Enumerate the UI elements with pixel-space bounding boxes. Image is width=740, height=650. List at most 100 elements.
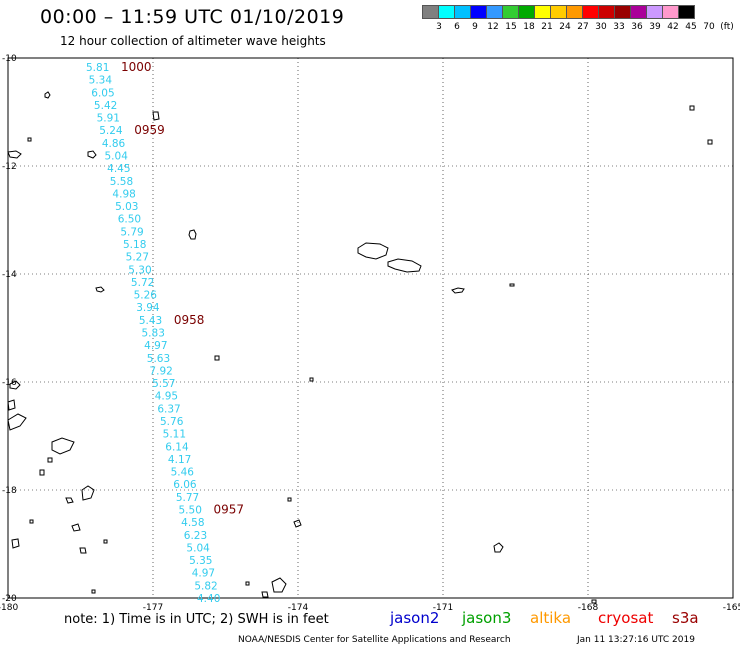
island-futuna-1 (95, 286, 105, 293)
wave-height-value: 4.95 (155, 391, 178, 403)
island-fiji-9 (71, 523, 81, 532)
satellite-jason2: jason2 (390, 609, 440, 627)
legend-label: 30 (595, 22, 607, 32)
color-legend-labels: 3 6 9 12 15 18 21 24 27 30 33 36 39 42 45 70 (ft) (422, 22, 740, 34)
wave-height-value: 5.76 (160, 416, 184, 428)
wave-height-value: 6.05 (91, 87, 114, 99)
island-fiji-11 (39, 469, 45, 476)
footer-note: note: 1) Time is in UTC; 2) SWH is in fe… (64, 612, 329, 627)
satellite-jason3: jason3 (462, 609, 512, 627)
wave-height-value: 5.46 (171, 467, 195, 479)
satellite-cryosat: cryosat (598, 609, 654, 627)
island-fiji-3 (47, 457, 53, 463)
island-fiji-13 (103, 539, 108, 544)
lon-tick-label: -180 (0, 603, 18, 613)
wave-height-value: 5.83 (142, 328, 165, 340)
legend-label: 70 (703, 22, 715, 32)
island-upolu (387, 258, 422, 273)
legend-label: (ft) (720, 22, 734, 32)
wave-height-value: 6.37 (157, 403, 180, 415)
island-outlines (7, 91, 713, 604)
island-east-2 (707, 139, 713, 145)
wave-height-value: 4.97 (192, 568, 215, 580)
axis-tick-labels: -180 -177 -174 -171 -168 -165 -10 -12 -14 -16 -18 -… (0, 54, 740, 613)
wave-height-value: 6.06 (173, 479, 197, 491)
lon-tick-label: -171 (433, 603, 453, 613)
wave-height-value: 6.50 (118, 214, 141, 226)
lat-tick-label: -12 (2, 162, 17, 172)
island-small-1 (44, 91, 51, 99)
lat-tick-label: -14 (2, 270, 17, 280)
wave-height-value: 5.11 (163, 429, 186, 441)
island-fiji-8 (11, 538, 20, 549)
wave-height-value: 5.77 (176, 492, 199, 504)
island-east-1 (689, 105, 695, 111)
lon-tick-label: -177 (143, 603, 163, 613)
island-tonga-2 (261, 591, 269, 598)
wave-height-value: 5.63 (147, 353, 170, 365)
legend-label: 18 (523, 22, 535, 32)
wave-height-value: 6.14 (165, 441, 189, 453)
island-small-5 (27, 137, 32, 142)
wave-height-value: 5.79 (120, 226, 143, 238)
island-fiji-12 (29, 519, 34, 524)
legend-label: 42 (667, 22, 679, 32)
wave-height-value: 5.91 (97, 113, 120, 125)
wave-height-value: 5.82 (194, 580, 217, 592)
wave-height-value: 4.17 (168, 454, 191, 466)
wave-height-value: 5.04 (105, 151, 129, 163)
wave-height-value: 7.92 (149, 365, 172, 377)
island-fiji-6 (81, 485, 95, 501)
island-small-8 (287, 497, 292, 502)
map-subtitle: 12 hour collection of altimeter wave hei… (60, 34, 326, 48)
island-fiji-14 (91, 589, 96, 594)
wave-height-value: 3.94 (136, 302, 160, 314)
island-fiji-5 (9, 380, 21, 390)
island-aunuu (509, 283, 515, 287)
island-fiji-2 (51, 437, 75, 455)
lon-tick-label: -165 (723, 603, 740, 613)
time-label: 0959 (134, 123, 165, 137)
wave-height-value: 4.58 (181, 517, 204, 529)
wave-height-value: 5.27 (126, 252, 149, 264)
wave-height-value: 4.97 (144, 340, 167, 352)
legend-label: 36 (631, 22, 643, 32)
legend-swatch (678, 5, 695, 19)
legend-label: 39 (649, 22, 661, 32)
island-small-4 (7, 150, 22, 159)
island-savaii (357, 242, 389, 260)
legend-label: 9 (472, 22, 478, 32)
wave-height-value: 5.18 (123, 239, 146, 251)
map-frame (7, 57, 734, 599)
lon-tick-label: -174 (288, 603, 309, 613)
time-label: 1000 (121, 60, 152, 74)
island-tonga-3 (293, 519, 302, 528)
lat-tick-label: -16 (2, 378, 17, 388)
legend-label: 45 (685, 22, 697, 32)
time-label: 0957 (214, 503, 245, 517)
wave-height-value: 5.35 (189, 555, 212, 567)
wave-height-value: 5.81 (86, 62, 109, 74)
wave-height-value: 5.24 (99, 125, 123, 137)
island-niue (493, 542, 504, 553)
legend-label: 15 (505, 22, 517, 32)
wave-height-value: 4.45 (107, 163, 130, 175)
wave-height-value: 4.40 (197, 593, 220, 605)
wave-height-value: 5.58 (110, 176, 133, 188)
color-legend (422, 5, 695, 19)
wave-height-value: 5.26 (134, 290, 158, 302)
wave-height-value: 5.57 (152, 378, 175, 390)
island-wallis (188, 229, 197, 240)
wave-height-value: 5.30 (128, 264, 151, 276)
wave-height-value: 5.03 (115, 201, 138, 213)
wave-height-track: 5.815.346.055.425.915.244.865.044.455.58… (86, 62, 220, 605)
credit-line: NOAA/NESDIS Center for Satellite Applica… (238, 635, 511, 645)
wave-height-value: 5.43 (139, 315, 162, 327)
map-title: 00:00 – 11:59 UTC 01/10/2019 (40, 6, 345, 28)
map-grid (7, 57, 734, 599)
island-small-2 (152, 111, 160, 121)
lon-tick-label: -168 (578, 603, 599, 613)
wave-height-value: 5.50 (179, 505, 202, 517)
lat-tick-label: -10 (2, 54, 17, 64)
island-fiji-7 (65, 497, 74, 504)
